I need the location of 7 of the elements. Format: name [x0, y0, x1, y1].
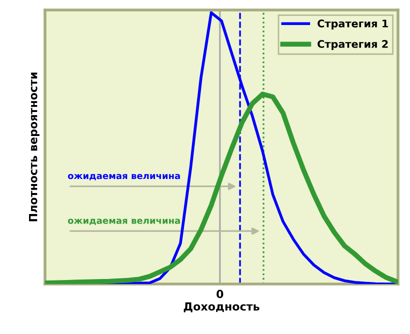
annotation: ожидаемая величина: [68, 218, 180, 226]
text: 0: [216, 290, 224, 298]
x-axis-title: Доходность: [184, 302, 260, 312]
legend-label: Стратегия 1: [318, 20, 388, 30]
annotation: ожидаемая величина: [68, 174, 180, 180]
y-axis-title: Плотность вероятности: [29, 72, 40, 222]
legend-label: Стратегия 2: [318, 40, 388, 50]
